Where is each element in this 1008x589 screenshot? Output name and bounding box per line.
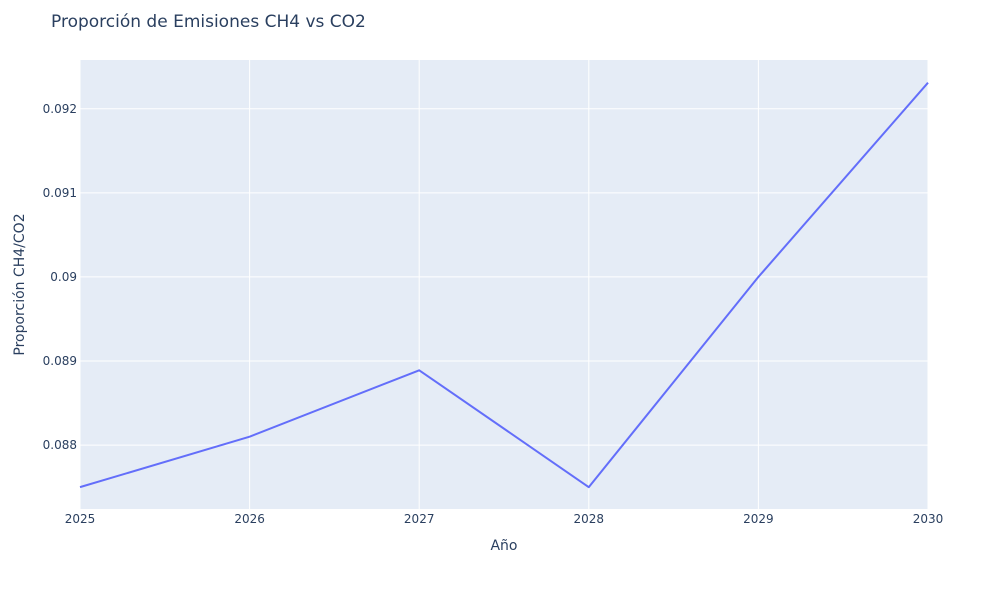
plot-area bbox=[80, 60, 928, 509]
x-axis-title: Año bbox=[490, 538, 517, 554]
y-tick-label: 0.091 bbox=[43, 186, 77, 200]
x-axis-ticks: 2025 2026 2027 2028 2029 2030 bbox=[65, 512, 944, 526]
chart-title: Proporción de Emisiones CH4 vs CO2 bbox=[51, 12, 366, 32]
x-tick-label: 2027 bbox=[404, 512, 435, 526]
y-tick-label: 0.09 bbox=[50, 270, 77, 284]
y-tick-label: 0.088 bbox=[43, 438, 77, 452]
grid-lines bbox=[79, 60, 929, 509]
series-line bbox=[79, 82, 929, 489]
x-tick-label: 2028 bbox=[574, 512, 605, 526]
series-group bbox=[79, 82, 929, 489]
y-tick-label: 0.092 bbox=[43, 102, 77, 116]
y-tick-label: 0.089 bbox=[43, 354, 77, 368]
y-axis-ticks: 0.088 0.089 0.09 0.091 0.092 bbox=[43, 102, 77, 452]
y-axis-title: Proporción CH4/CO2 bbox=[12, 213, 28, 355]
x-tick-label: 2025 bbox=[65, 512, 96, 526]
x-tick-label: 2030 bbox=[913, 512, 944, 526]
x-tick-label: 2026 bbox=[234, 512, 265, 526]
x-tick-label: 2029 bbox=[743, 512, 774, 526]
